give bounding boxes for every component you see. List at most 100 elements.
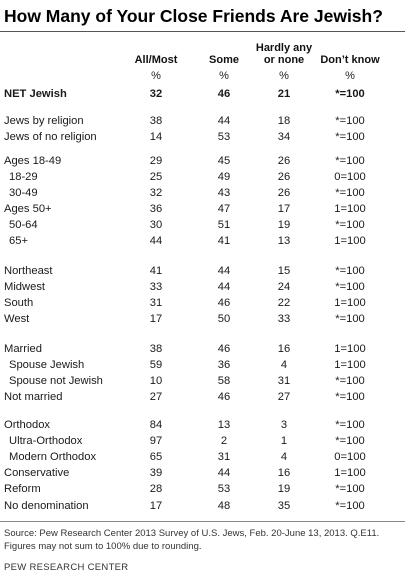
cell-value: 26: [277, 187, 291, 199]
cell-value: *=100: [335, 419, 365, 431]
unit-dont-know: %: [345, 70, 355, 82]
cell-value: *=100: [335, 155, 365, 167]
cell-value: 18: [277, 115, 291, 127]
cell-value: 3: [280, 419, 288, 431]
table-row: Orthodox 84 13 3 *=100: [0, 419, 405, 435]
cell-value: 0=100: [334, 451, 366, 463]
cell-value: 46: [217, 88, 231, 100]
cell-value: 1=100: [334, 235, 366, 247]
table-row: 65+ 44 41 13 1=100: [0, 235, 405, 251]
row-label: Midwest: [4, 281, 46, 293]
cell-value: 44: [149, 235, 163, 247]
cell-value: 19: [277, 483, 291, 495]
table-row: Married 38 46 16 1=100: [0, 343, 405, 359]
cell-value: 0=100: [334, 171, 366, 183]
cell-value: *=100: [335, 265, 365, 277]
cell-value: 4: [280, 451, 288, 463]
cell-value: 27: [277, 391, 291, 403]
cell-value: 41: [217, 235, 231, 247]
row-label: 65+: [9, 235, 28, 247]
cell-value: 32: [149, 187, 163, 199]
cell-value: 15: [277, 265, 291, 277]
header-hardly-line2: or none: [263, 54, 305, 66]
cell-value: 24: [277, 281, 291, 293]
cell-value: 45: [217, 155, 231, 167]
cell-value: 30: [149, 219, 163, 231]
cell-value: 33: [277, 313, 291, 325]
cell-value: 97: [149, 435, 163, 447]
unit-hardly-any: %: [279, 70, 289, 82]
header-all-most: All/Most: [134, 54, 178, 66]
row-label: Orthodox: [4, 419, 51, 431]
cell-value: 50: [217, 313, 231, 325]
cell-value: 1=100: [334, 359, 366, 371]
cell-value: 49: [217, 171, 231, 183]
table-row: Northeast 41 44 15 *=100: [0, 265, 405, 281]
cell-value: 27: [149, 391, 163, 403]
header-dont-know: Don’t know: [320, 54, 380, 66]
cell-value: *=100: [335, 187, 365, 199]
cell-value: *=100: [335, 313, 365, 325]
row-label: Spouse not Jewish: [9, 375, 103, 387]
cell-value: 2: [220, 435, 228, 447]
cell-value: 21: [277, 88, 291, 100]
cell-value: 1=100: [334, 297, 366, 309]
table-row: Ages 18-49 29 45 26 *=100: [0, 155, 405, 171]
header-some: Some: [209, 54, 239, 66]
footer-rule: [0, 521, 405, 522]
table-row: Jews by religion 38 44 18 *=100: [0, 115, 405, 131]
row-label: Jews of no religion: [4, 131, 97, 143]
cell-value: 25: [149, 171, 163, 183]
row-label: Married: [4, 343, 42, 355]
cell-value: 16: [277, 343, 291, 355]
cell-value: 31: [217, 451, 231, 463]
cell-value: 17: [149, 500, 163, 512]
cell-value: 33: [149, 281, 163, 293]
cell-value: *=100: [335, 88, 365, 100]
cell-value: 14: [149, 131, 163, 143]
row-label: 50-64: [9, 219, 38, 231]
row-label: Ages 50+: [4, 203, 52, 215]
cell-value: 17: [277, 203, 291, 215]
table-row: 50-64 30 51 19 *=100: [0, 219, 405, 235]
cell-value: *=100: [335, 500, 365, 512]
cell-value: 22: [277, 297, 291, 309]
cell-value: 53: [217, 483, 231, 495]
table-row: Reform 28 53 19 *=100: [0, 483, 405, 499]
cell-value: 51: [217, 219, 231, 231]
cell-value: 36: [217, 359, 231, 371]
unit-some: %: [219, 70, 229, 82]
cell-value: 31: [277, 375, 291, 387]
table-row: Spouse not Jewish 10 58 31 *=100: [0, 375, 405, 391]
cell-value: *=100: [335, 131, 365, 143]
cell-value: 44: [217, 115, 231, 127]
cell-value: 43: [217, 187, 231, 199]
cell-value: 36: [149, 203, 163, 215]
table-row: Jews of no religion 14 53 34 *=100: [0, 131, 405, 147]
row-label: Spouse Jewish: [9, 359, 85, 371]
row-label: Modern Orthodox: [9, 451, 97, 463]
row-label: Not married: [4, 391, 63, 403]
row-label: NET Jewish: [4, 88, 67, 100]
cell-value: 41: [149, 265, 163, 277]
table-row: Ages 50+ 36 47 17 1=100: [0, 203, 405, 219]
row-label: West: [4, 313, 30, 325]
cell-value: 10: [149, 375, 163, 387]
row-label: 18-29: [9, 171, 38, 183]
row-label: Jews by religion: [4, 115, 84, 127]
cell-value: *=100: [335, 281, 365, 293]
table-row: Spouse Jewish 59 36 4 1=100: [0, 359, 405, 375]
table-row: Ultra-Orthodox 97 2 1 *=100: [0, 435, 405, 451]
title-rule: [0, 31, 405, 32]
cell-value: 26: [277, 155, 291, 167]
cell-value: 13: [277, 235, 291, 247]
cell-value: 1=100: [334, 203, 366, 215]
table-row: 30-49 32 43 26 *=100: [0, 187, 405, 203]
cell-value: 29: [149, 155, 163, 167]
table-row: South 31 46 22 1=100: [0, 297, 405, 313]
row-label: Ages 18-49: [4, 155, 62, 167]
cell-value: 19: [277, 219, 291, 231]
table-row: Modern Orthodox 65 31 4 0=100: [0, 451, 405, 467]
cell-value: 38: [149, 115, 163, 127]
cell-value: 47: [217, 203, 231, 215]
